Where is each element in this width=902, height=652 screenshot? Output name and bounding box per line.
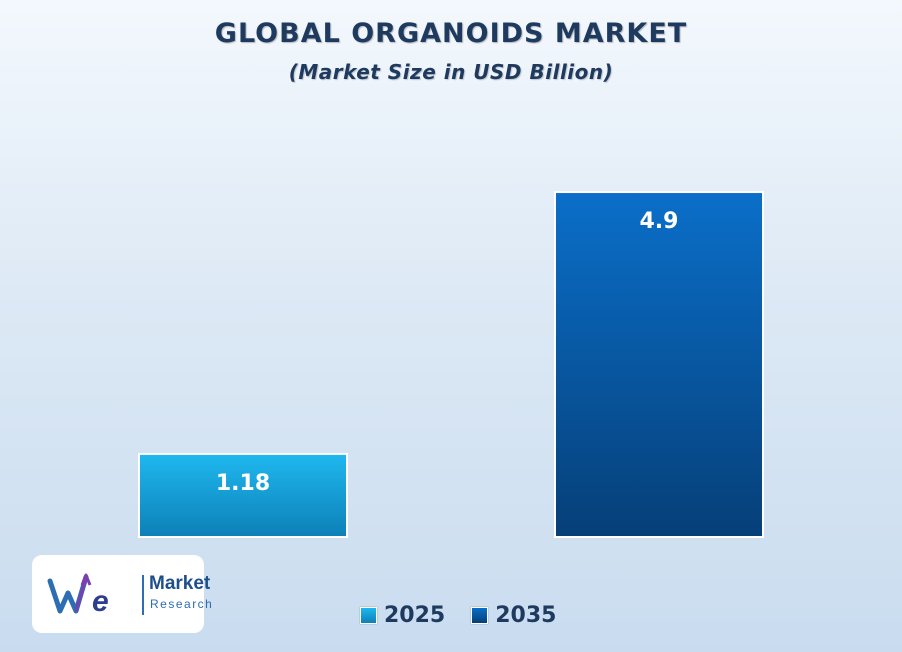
legend-label-2035: 2035 [495, 602, 557, 628]
logo-brand-text: Market [149, 573, 211, 594]
legend-swatch-2035 [471, 606, 489, 624]
logo-brand-subtext: Research [150, 597, 214, 611]
legend-item-2035: 2035 [471, 603, 556, 628]
brand-logo: e Market Research [32, 555, 212, 633]
chart-legend: 2025 2035 [360, 601, 582, 629]
chart-subtitle: (Market Size in USD Billion) [288, 60, 614, 84]
legend-swatch-2025 [360, 606, 377, 624]
bar-2025 [138, 452, 348, 539]
data-label-2035: 4.9 [640, 209, 679, 234]
legend-item-2025: 2025 [360, 603, 445, 628]
legend-label-2025: 2025 [384, 602, 446, 628]
logo-mark-icon: e [47, 573, 109, 618]
logo-divider [142, 575, 144, 615]
bar-2035 [554, 191, 764, 538]
data-label-2025: 1.18 [216, 471, 270, 496]
chart-title: GLOBAL ORGANOIDS MARKET [214, 18, 688, 49]
svg-text:e: e [92, 585, 109, 618]
